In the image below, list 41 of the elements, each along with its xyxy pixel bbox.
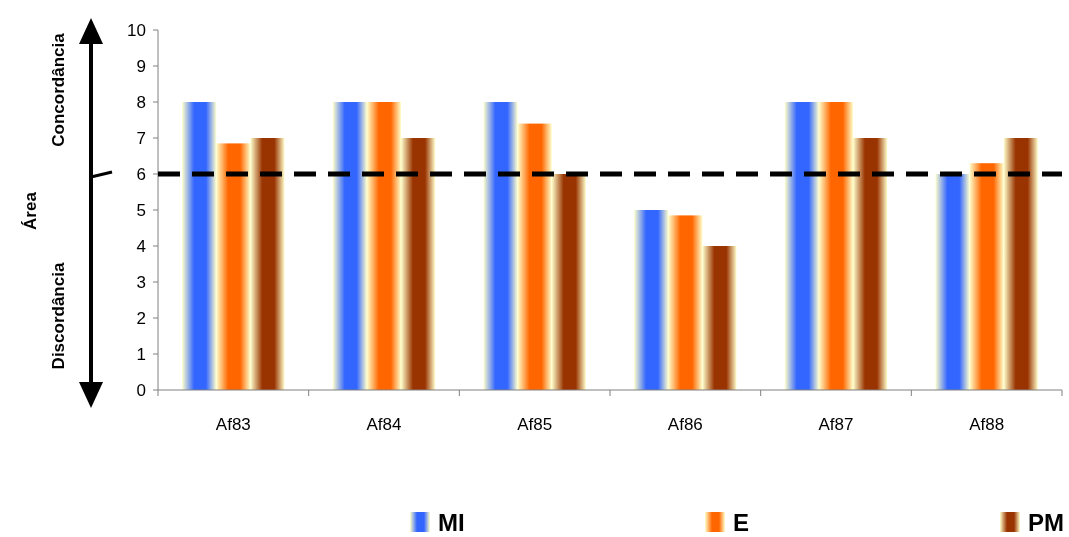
bar: [969, 163, 1004, 390]
y-tick-label: 4: [136, 236, 146, 256]
x-tick-label: Af86: [667, 415, 703, 434]
bar: [332, 102, 367, 390]
y-tick-label: 9: [136, 56, 146, 76]
bar: [818, 102, 854, 390]
bar: [366, 102, 402, 390]
bar: [182, 102, 217, 390]
legend-label: PM: [1028, 509, 1064, 536]
y-tick-label: 3: [136, 272, 146, 292]
bar: [702, 246, 737, 390]
text: Concordância: [49, 32, 68, 147]
legend-label: MI: [438, 509, 465, 536]
x-tick-label: Af84: [366, 415, 402, 434]
y-tick-label: 8: [136, 92, 146, 112]
y-tick-label: 0: [136, 380, 146, 400]
bar: [551, 174, 586, 390]
y-tick-label: 2: [136, 308, 146, 328]
x-tick-label: Af83: [215, 415, 251, 434]
text: Discordância: [49, 262, 68, 370]
bar: [668, 215, 703, 390]
y-tick-label: 7: [136, 128, 146, 148]
x-tick-label: Af88: [969, 415, 1005, 434]
bar: [853, 138, 888, 390]
bar: [634, 210, 669, 390]
bar: [216, 143, 251, 390]
y-tick-label: 6: [136, 164, 146, 184]
text: Área: [21, 191, 40, 230]
x-tick-label: Af85: [517, 415, 553, 434]
y-tick-label: 1: [136, 344, 146, 364]
bar: [784, 102, 819, 390]
y-tick-label: 10: [127, 20, 146, 40]
bar: [250, 138, 285, 390]
legend-label: E: [733, 509, 750, 536]
bar: [1003, 138, 1038, 390]
bar: [935, 174, 970, 390]
bar: [483, 102, 518, 390]
bar: [401, 138, 436, 390]
y-tick-label: 5: [136, 200, 146, 220]
x-tick-label: Af87: [818, 415, 854, 434]
bar: [517, 123, 552, 390]
